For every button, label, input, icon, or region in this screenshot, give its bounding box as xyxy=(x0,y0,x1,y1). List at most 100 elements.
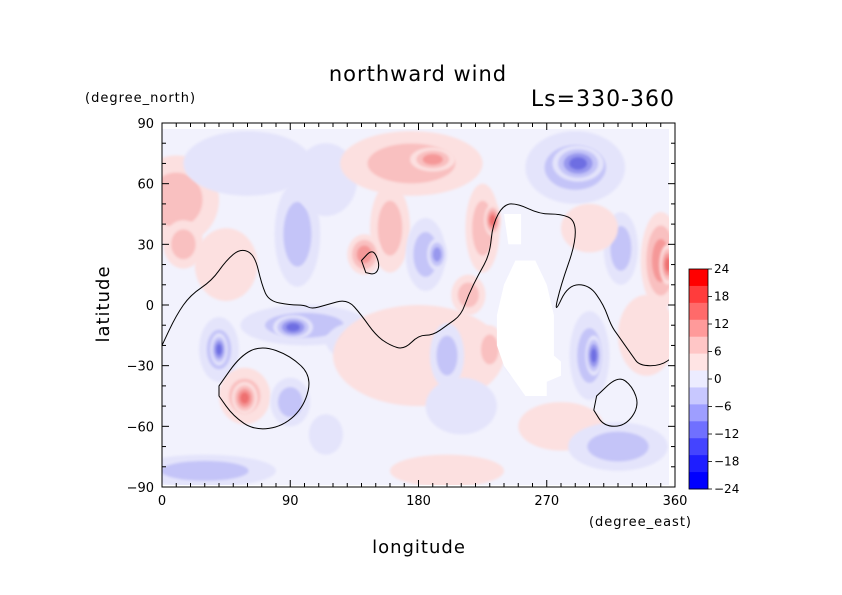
field-blob xyxy=(163,220,204,269)
field-blob xyxy=(561,203,618,253)
field-level xyxy=(283,201,312,267)
x-tick-label: 360 xyxy=(663,494,688,509)
field-level xyxy=(480,334,499,365)
colorbar: 24 18 12 6 0 −6 −12 −18 −24 xyxy=(688,262,739,496)
colorbar-label: −24 xyxy=(714,482,739,496)
y-axis-ticks: 90 60 30 0 −30 −60 −90 xyxy=(127,117,675,496)
contour-lines xyxy=(162,203,669,430)
colorbar-swatch xyxy=(689,472,708,490)
colorbar-label: −18 xyxy=(714,455,739,469)
contour-line xyxy=(218,347,310,430)
colorbar-swatch xyxy=(689,387,708,405)
x-tick-label: 90 xyxy=(282,494,299,509)
field-level xyxy=(277,387,303,418)
y-axis-label: latitude xyxy=(93,265,114,342)
x-axis-ticks: 0 90 180 270 360 xyxy=(158,123,688,509)
field-level xyxy=(587,431,649,462)
field-level xyxy=(308,414,343,455)
x-axis-label: longitude xyxy=(372,537,466,558)
colorbar-swatch xyxy=(689,302,708,321)
field-blob xyxy=(183,131,312,196)
chart-period: Ls=330-360 xyxy=(531,87,675,112)
colorbar-label: 0 xyxy=(714,372,722,386)
x-tick-label: 270 xyxy=(534,494,559,509)
colorbar-label: 18 xyxy=(714,290,729,304)
y-tick-label: 90 xyxy=(137,117,154,132)
field-level xyxy=(489,214,496,226)
field-level xyxy=(569,157,588,170)
y-tick-label: −90 xyxy=(127,481,154,496)
colorbar-swatch xyxy=(689,404,708,422)
wind-field xyxy=(162,129,669,485)
colorbar-swatch xyxy=(689,455,708,473)
field-blob xyxy=(270,377,311,427)
field-level xyxy=(422,154,443,165)
colorbar-label: −12 xyxy=(714,427,739,441)
field-level xyxy=(194,228,258,301)
colorbar-label: 6 xyxy=(714,345,722,359)
field-blob xyxy=(425,377,497,435)
field-blob xyxy=(231,381,258,415)
field-level xyxy=(356,245,372,264)
field-blob xyxy=(640,211,669,310)
colorbar-swatch xyxy=(689,336,708,355)
field-level xyxy=(664,257,669,272)
colorbar-swatch xyxy=(689,421,708,439)
field-blob xyxy=(475,325,504,374)
field-blob xyxy=(390,454,504,485)
field-level xyxy=(286,323,301,332)
x-unit-label: (degree_east) xyxy=(589,515,692,530)
contour-line xyxy=(162,203,669,367)
field-blob xyxy=(552,145,604,182)
field-level xyxy=(162,172,203,228)
field-blob xyxy=(585,335,603,376)
field-level xyxy=(432,247,442,262)
field-blob xyxy=(273,315,314,340)
contour-line xyxy=(593,378,638,427)
missing-data-region xyxy=(496,260,561,396)
field-blob xyxy=(427,238,447,271)
colorbar-label: 12 xyxy=(714,317,729,331)
x-tick-label: 0 xyxy=(158,494,166,509)
field-level xyxy=(390,454,504,485)
field-level xyxy=(183,131,312,196)
contour-line xyxy=(360,251,380,275)
colorbar-swatch xyxy=(689,370,708,388)
field-blob xyxy=(194,228,258,301)
field-level xyxy=(590,348,597,363)
field-level xyxy=(436,335,458,376)
field-level xyxy=(171,229,196,260)
field-blob xyxy=(210,333,228,366)
colorbar-label: −6 xyxy=(714,400,732,414)
y-tick-label: −60 xyxy=(127,420,154,435)
field-level xyxy=(618,294,669,376)
colorbar-swatch xyxy=(689,353,708,371)
field-blob xyxy=(347,234,382,275)
x-tick-label: 180 xyxy=(406,494,431,509)
colorbar-swatch xyxy=(689,319,708,338)
field-level xyxy=(561,203,618,253)
field-level xyxy=(216,343,222,356)
y-tick-label: −30 xyxy=(127,360,154,375)
field-blob xyxy=(429,323,465,388)
field-blob xyxy=(568,422,668,471)
field-level xyxy=(425,377,497,435)
colorbar-swatch xyxy=(689,269,708,287)
field-blob xyxy=(162,454,276,485)
colorbar-label: 24 xyxy=(714,262,729,276)
chart-title: northward wind xyxy=(329,62,507,86)
field-blob xyxy=(618,294,669,376)
field-blob xyxy=(484,203,502,237)
field-level xyxy=(377,200,403,256)
y-tick-label: 60 xyxy=(137,178,154,193)
colorbar-swatch xyxy=(689,285,708,304)
field-blob xyxy=(659,244,669,285)
field-blob xyxy=(308,414,343,455)
colorbar-swatch xyxy=(689,438,708,456)
y-tick-label: 30 xyxy=(137,238,154,253)
field-level xyxy=(240,392,250,404)
missing-data-region xyxy=(504,214,522,245)
y-unit-label: (degree_north) xyxy=(85,91,196,106)
field-level xyxy=(162,460,249,481)
